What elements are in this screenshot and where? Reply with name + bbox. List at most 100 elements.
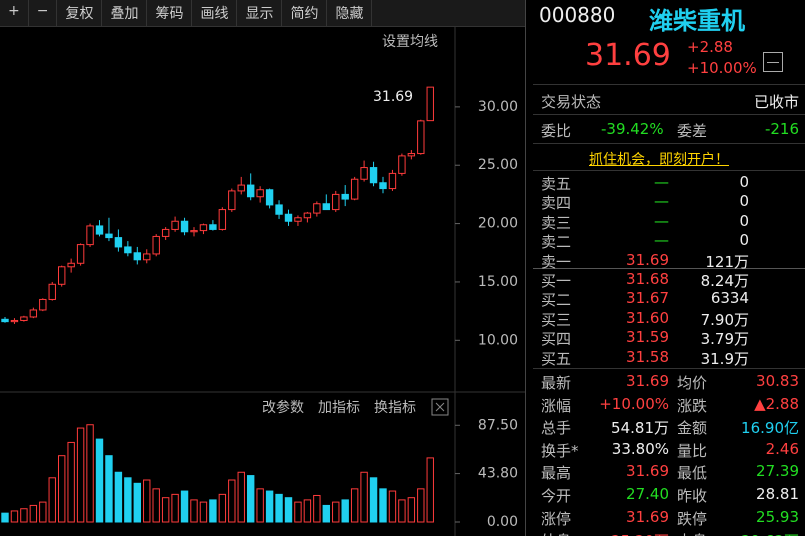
stat-label: 均价 xyxy=(677,374,708,392)
candle-body xyxy=(143,253,151,261)
toolbar-button[interactable]: 画线 xyxy=(192,0,238,26)
volume-bar xyxy=(398,499,406,523)
book-label: 卖五 xyxy=(541,175,572,193)
volume-bar xyxy=(313,494,321,523)
volume-bar xyxy=(265,490,274,523)
book-label: 买一 xyxy=(541,272,572,290)
stat-label: 量比 xyxy=(677,441,708,460)
candle-body xyxy=(10,319,19,323)
candle-body xyxy=(398,155,406,174)
ma-setting[interactable]: 设置均线 xyxy=(382,34,438,50)
minimize-button[interactable] xyxy=(763,52,783,72)
candle-body xyxy=(426,86,434,122)
volume-bar xyxy=(29,504,38,523)
candle-body xyxy=(341,193,349,200)
candle-body xyxy=(388,172,397,190)
candle-body xyxy=(95,225,104,235)
indicator-button[interactable]: 换指标 xyxy=(374,399,416,416)
book-label: 卖四 xyxy=(541,194,572,213)
y-tick-label: 10.00 xyxy=(478,332,518,348)
candle-body xyxy=(171,220,179,230)
volume-bar xyxy=(417,488,425,523)
toolbar-button[interactable]: 简约 xyxy=(282,0,328,26)
toolbar-button[interactable]: − xyxy=(29,0,58,26)
indicator-button[interactable]: 改参数 xyxy=(262,399,304,416)
stock-code: 000880 xyxy=(539,3,616,27)
candle-body xyxy=(133,252,142,261)
candle-body xyxy=(360,167,368,180)
candle-body xyxy=(332,193,340,211)
stat-value: 29.62万 xyxy=(741,530,799,536)
status-value: 已收市 xyxy=(753,93,799,111)
volume-bar xyxy=(360,471,368,523)
candle-body xyxy=(86,225,94,246)
stat-value: 25.20万 xyxy=(611,530,669,536)
volume-bar xyxy=(190,499,198,523)
candle-body xyxy=(67,262,75,268)
stat-label: 涨停 xyxy=(541,509,572,528)
candle-body xyxy=(256,189,264,198)
volume-bar xyxy=(303,499,312,523)
volume-bar xyxy=(284,497,293,523)
volume-bar xyxy=(39,501,47,523)
candle-body xyxy=(199,224,208,232)
candle-body xyxy=(209,224,217,230)
book-price: 31.59 xyxy=(626,328,669,347)
candle-body xyxy=(265,189,274,206)
book-price: 31.69 xyxy=(626,250,669,269)
book-label: 卖二 xyxy=(541,233,572,252)
change-pct: +10.00% xyxy=(687,59,757,77)
candle-body xyxy=(275,204,283,215)
volume-bar xyxy=(171,493,179,523)
volume-bar xyxy=(20,508,28,523)
stat-label: 今开 xyxy=(541,487,572,505)
ratio-label: 委比 xyxy=(541,122,572,140)
candle-body xyxy=(407,153,416,157)
candle-body xyxy=(417,120,425,155)
book-price: 31.58 xyxy=(626,347,669,366)
toolbar-button[interactable]: + xyxy=(0,0,29,26)
book-volume: 8.24万 xyxy=(700,272,749,290)
toolbar-button[interactable]: 显示 xyxy=(237,0,283,26)
candle-body xyxy=(76,244,85,264)
candle-body xyxy=(105,233,113,239)
volume-bar xyxy=(124,477,132,523)
stat-value: 2.46 xyxy=(765,439,799,458)
candle-body xyxy=(114,237,123,248)
stat-label: 最低 xyxy=(677,464,708,483)
toolbar-button[interactable]: 筹码 xyxy=(147,0,193,26)
book-volume: 0 xyxy=(739,231,749,250)
candle-body xyxy=(152,235,160,255)
candle-body xyxy=(190,230,198,233)
toolbar: + − 复权 叠加 筹码 画线 显示 简约 隐藏 xyxy=(0,0,525,27)
book-price: — xyxy=(654,231,669,250)
book-label: 买四 xyxy=(541,330,572,349)
close-button[interactable] xyxy=(431,398,449,416)
indicator-button[interactable]: 加指标 xyxy=(318,400,360,416)
diff-value: -216 xyxy=(764,120,799,138)
volume-bar xyxy=(152,488,160,523)
close-icon xyxy=(435,402,445,412)
status-label: 交易状态 xyxy=(541,93,602,111)
volume-bar xyxy=(322,504,331,523)
candle-body xyxy=(247,184,255,198)
toolbar-button[interactable]: 复权 xyxy=(57,0,103,26)
promo-link[interactable]: 抓住机会，即刻开户！ xyxy=(589,152,729,168)
y-tick-label: 15.00 xyxy=(478,274,518,290)
candle-body xyxy=(180,220,189,233)
stat-value: 28.81 xyxy=(756,485,799,503)
volume-bar xyxy=(10,510,19,523)
volume-bar xyxy=(199,501,208,523)
volume-bar xyxy=(256,488,264,523)
stat-label: 最高 xyxy=(541,464,572,483)
v-tick-label: 0.00 xyxy=(487,514,518,530)
toolbar-button[interactable]: 叠加 xyxy=(102,0,148,26)
toolbar-button[interactable]: 隐藏 xyxy=(327,0,373,26)
book-label: 买五 xyxy=(541,349,572,368)
book-price: 31.67 xyxy=(626,289,669,308)
volume-bar xyxy=(218,493,227,523)
stat-value: 31.69 xyxy=(626,462,669,481)
volume-bar xyxy=(180,490,189,523)
stat-label: 内盘 xyxy=(677,530,707,536)
y-tick-label: 25.00 xyxy=(478,157,518,173)
